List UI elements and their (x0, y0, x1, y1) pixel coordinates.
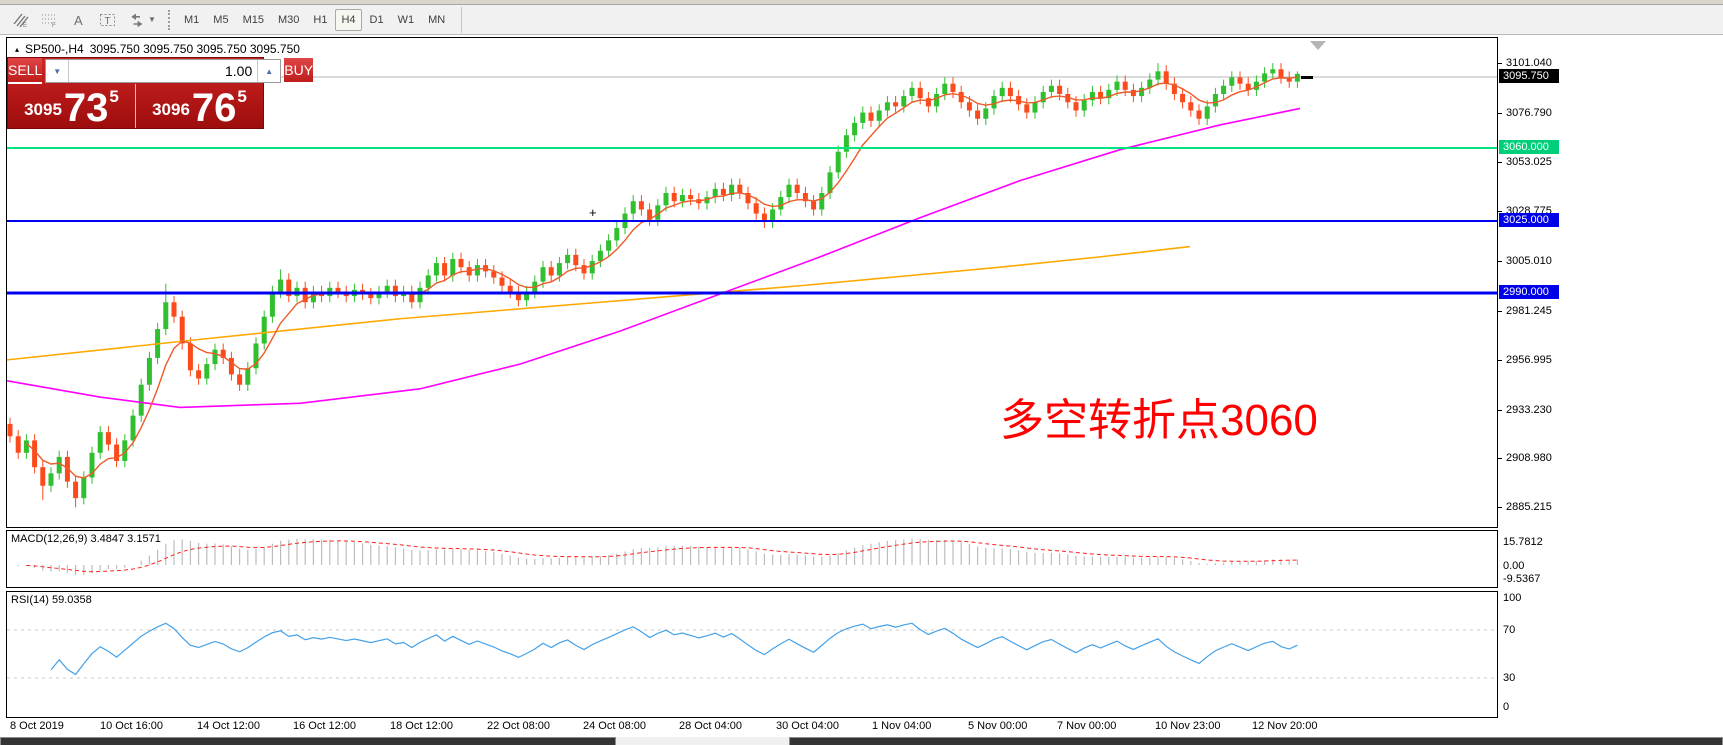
cycle-arrows-icon[interactable]: ▼ (122, 8, 162, 32)
main-toolbar: E F A T ▼ M1 M5 M15 M30 H1 H4 D1 W1 MN (0, 5, 1723, 35)
rsi_panel-scale-label: 100 (1503, 592, 1522, 604)
tf-button-D1[interactable]: D1 (369, 13, 384, 26)
rsi-label: RSI(14) 59.0358 (11, 594, 92, 606)
sell-price-small: 3095 (24, 100, 62, 119)
sell-button[interactable]: SELL (8, 58, 43, 84)
macd_panel-scale-label: 15.7812 (1503, 536, 1543, 548)
bottom-strip-segment (789, 737, 1723, 745)
time-axis-label: 18 Oct 12:00 (390, 720, 453, 732)
time-axis-label: 16 Oct 12:00 (293, 720, 356, 732)
price-badge: 3025.000 (1499, 213, 1559, 227)
label-tool-icon[interactable]: A (64, 8, 93, 32)
sell-price-display[interactable]: 3095 73 5 (8, 84, 135, 128)
time-axis-label: 24 Oct 08:00 (583, 720, 646, 732)
sell-price-big: 73 (63, 86, 109, 130)
last-price-dash (1301, 76, 1313, 79)
time-axis-label: 1 Nov 04:00 (872, 720, 932, 732)
macd_panel-scale-label: -9.5367 (1503, 573, 1541, 585)
time-axis-label: 10 Oct 16:00 (100, 720, 163, 732)
window-chrome-strip (0, 0, 1723, 5)
tf-button-M5[interactable]: M5 (213, 13, 229, 26)
price-badge: 3060.000 (1499, 140, 1559, 154)
rsi_panel-scale-label: 0 (1503, 701, 1510, 713)
time-axis-label: 10 Nov 23:00 (1155, 720, 1221, 732)
time-axis-label: 28 Oct 04:00 (679, 720, 742, 732)
macd-label: MACD(12,26,9) 3.4847 3.1571 (11, 533, 161, 545)
price-tick-label: 2885.215 (1498, 500, 1552, 514)
textbox-tool-icon[interactable]: T (93, 8, 122, 32)
volume-stepper: ▼ ▲ (45, 59, 282, 83)
timeframe-group: M1 M5 M15 M30 H1 H4 D1 W1 MN (178, 8, 451, 31)
volume-input[interactable] (69, 60, 258, 82)
time-axis-label: 7 Nov 00:00 (1057, 720, 1117, 732)
price-tick-label: 2908.980 (1498, 451, 1552, 465)
buy-price-sup: 5 (237, 87, 247, 106)
chart-title: ▴ SP500-,H4 3095.750 3095.750 3095.750 3… (15, 42, 300, 56)
price-tick-label: 3005.010 (1498, 254, 1552, 268)
time-axis[interactable]: 8 Oct 2019 10 Oct 16:00 14 Oct 12:00 16 Oct… (6, 718, 1723, 735)
toolbar-grip[interactable] (168, 9, 170, 30)
buy-price-display[interactable]: 3096 76 5 (135, 84, 263, 128)
collapse-icon[interactable]: ▴ (15, 44, 20, 54)
price-tick-label: 3101.040 (1498, 56, 1552, 70)
buy-price-big: 76 (191, 86, 237, 130)
buy-button[interactable]: BUY (284, 58, 314, 84)
time-axis-label: 14 Oct 12:00 (197, 720, 260, 732)
tf-button-M30[interactable]: M30 (277, 13, 300, 26)
tf-button-H1[interactable]: H1 (313, 13, 328, 26)
tf-button-W1[interactable]: W1 (397, 13, 415, 26)
dropdown-caret-icon[interactable]: ▼ (148, 15, 156, 24)
price-tick-label: 3053.025 (1498, 155, 1552, 169)
time-axis-label: 12 Nov 20:00 (1252, 720, 1318, 732)
price-tick-label: 3076.790 (1498, 106, 1552, 120)
tf-button-H4[interactable]: H4 (335, 8, 362, 31)
bottom-window-strip (0, 737, 1723, 745)
tf-button-M15[interactable]: M15 (242, 13, 264, 26)
svg-text:A: A (74, 13, 83, 28)
tf-button-M1[interactable]: M1 (184, 13, 200, 26)
bottom-strip-segment (0, 737, 616, 745)
rsi_panel-scale-label: 70 (1503, 624, 1516, 636)
volume-increase-icon[interactable]: ▲ (257, 60, 280, 82)
chart-shift-marker-icon[interactable] (1310, 41, 1326, 50)
price-tick-label: 2981.245 (1498, 304, 1552, 318)
trendline-tool-icon[interactable]: E (6, 8, 35, 32)
chart-annotation-text: 多空转折点3060 (1000, 396, 1318, 445)
one-click-trading-panel: SELL ▼ ▲ BUY 3095 73 5 3096 76 5 (7, 57, 314, 129)
crosshair-cursor-icon: + (589, 205, 597, 220)
tf-button-MN[interactable]: MN (428, 13, 446, 26)
time-axis-label: 8 Oct 2019 (10, 720, 64, 732)
toolbar-separator (461, 6, 463, 33)
chart-quotes-label: 3095.750 3095.750 3095.750 3095.750 (89, 42, 300, 56)
time-axis-label: 22 Oct 08:00 (487, 720, 550, 732)
rsi_panel-scale-label: 30 (1503, 672, 1516, 684)
svg-text:T: T (104, 16, 110, 27)
volume-decrease-icon[interactable]: ▼ (46, 60, 70, 82)
time-axis-label: 30 Oct 04:00 (776, 720, 839, 732)
sell-price-sup: 5 (109, 87, 119, 106)
macd_panel-scale-label: 0.00 (1503, 560, 1525, 572)
svg-text:E: E (23, 23, 27, 28)
chart-symbol-label: SP500-,H4 (25, 42, 84, 56)
price-axis[interactable]: 3101.040 3076.790 3053.025 3028.775 3005.010… (1498, 37, 1723, 528)
grid-tool-icon[interactable]: F (35, 8, 64, 32)
time-axis-label: 5 Nov 00:00 (968, 720, 1028, 732)
price-tick-label: 2956.995 (1498, 353, 1552, 367)
price-badge: 2990.000 (1499, 285, 1559, 299)
rsi-indicator-pane[interactable]: RSI(14) 59.0358 (6, 591, 1498, 718)
price-badge: 3095.750 (1499, 69, 1559, 83)
buy-price-small: 3096 (152, 100, 190, 119)
macd-indicator-pane[interactable]: MACD(12,26,9) 3.4847 3.1571 (6, 530, 1498, 588)
price-tick-label: 2933.230 (1498, 403, 1552, 417)
svg-text:F: F (52, 23, 56, 28)
